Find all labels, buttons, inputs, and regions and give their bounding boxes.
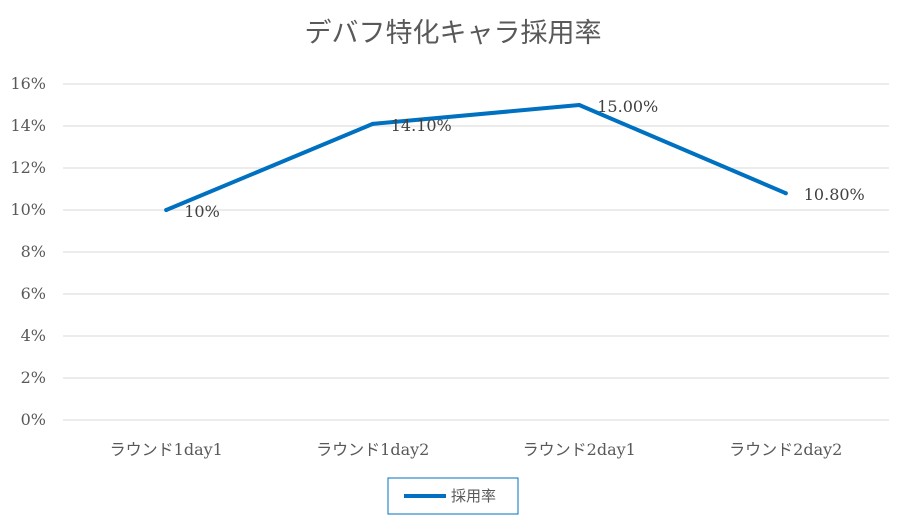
y-tick-label: 0% (21, 410, 46, 429)
data-label: 10% (184, 202, 220, 221)
y-tick-label: 10% (10, 200, 46, 219)
chart-title: デバフ特化キャラ採用率 (305, 18, 602, 49)
x-tick-label: ラウンド1day1 (110, 440, 223, 459)
series-lines (164, 103, 788, 212)
x-tick-label: ラウンド2day2 (729, 440, 842, 459)
y-tick-label: 14% (10, 116, 46, 135)
legend: 採用率 (387, 477, 519, 515)
y-tick-label: 16% (10, 74, 46, 93)
data-label: 14.10% (391, 116, 452, 135)
data-label: 10.80% (804, 185, 865, 204)
data-labels: 10% 14.10% 15.00% 10.80% (184, 97, 865, 221)
x-tick-label: ラウンド1day2 (316, 440, 429, 459)
data-point (370, 121, 375, 126)
gridlines (63, 83, 889, 421)
y-axis-ticks: 0% 2% 4% 6% 8% 10% 12% 14% 16% (10, 74, 46, 429)
data-point (164, 208, 169, 212)
x-tick-label: ラウンド2day1 (523, 440, 636, 459)
y-tick-label: 12% (10, 158, 46, 177)
series-line (164, 103, 788, 212)
y-tick-label: 4% (21, 326, 46, 345)
x-axis-ticks: ラウンド1day1 ラウンド1day2 ラウンド2day1 ラウンド2day2 (110, 440, 843, 459)
legend-label: 採用率 (451, 487, 496, 505)
y-tick-label: 8% (21, 242, 46, 261)
y-tick-label: 6% (21, 284, 46, 303)
data-point (783, 191, 788, 196)
y-tick-label: 2% (21, 368, 46, 387)
data-point (577, 103, 582, 107)
data-label: 15.00% (597, 97, 658, 116)
